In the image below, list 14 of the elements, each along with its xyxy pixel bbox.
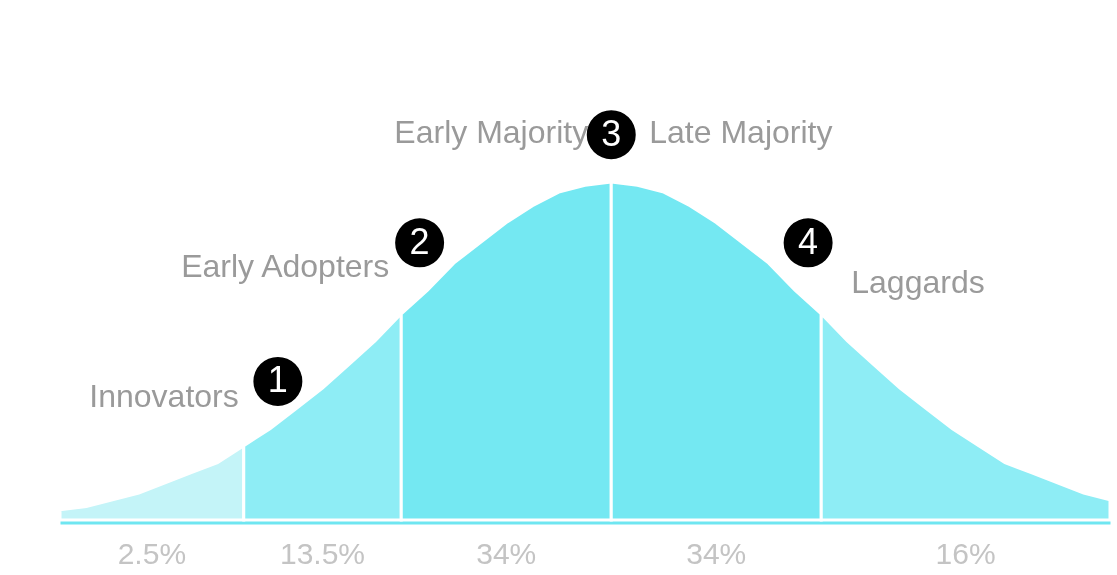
series-label: Early Adopters xyxy=(181,247,390,284)
series-label: Innovators xyxy=(89,377,239,414)
series-label: Laggards xyxy=(851,263,985,300)
text: 13.5% xyxy=(279,537,366,570)
annotation: 4 xyxy=(798,220,819,262)
text: 3 xyxy=(601,112,622,154)
text: 34% xyxy=(686,537,747,570)
annotation: 1 xyxy=(267,359,288,401)
text: 2.5% xyxy=(117,537,187,570)
text: 16% xyxy=(935,537,996,570)
text: 34% xyxy=(476,537,537,570)
annotation: 2 xyxy=(409,220,430,262)
series-label: Early Majority xyxy=(394,114,589,150)
series-label: Late Majority xyxy=(649,114,833,150)
